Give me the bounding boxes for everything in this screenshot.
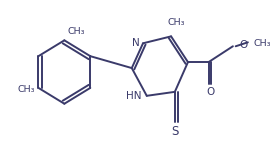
Text: N: N: [131, 38, 139, 48]
Text: O: O: [206, 87, 215, 97]
Text: CH₃: CH₃: [254, 39, 271, 48]
Text: CH₃: CH₃: [67, 27, 85, 36]
Text: CH₃: CH₃: [168, 18, 186, 27]
Text: CH₃: CH₃: [17, 85, 35, 94]
Text: S: S: [171, 125, 178, 138]
Text: O: O: [239, 40, 248, 50]
Text: HN: HN: [126, 91, 141, 101]
